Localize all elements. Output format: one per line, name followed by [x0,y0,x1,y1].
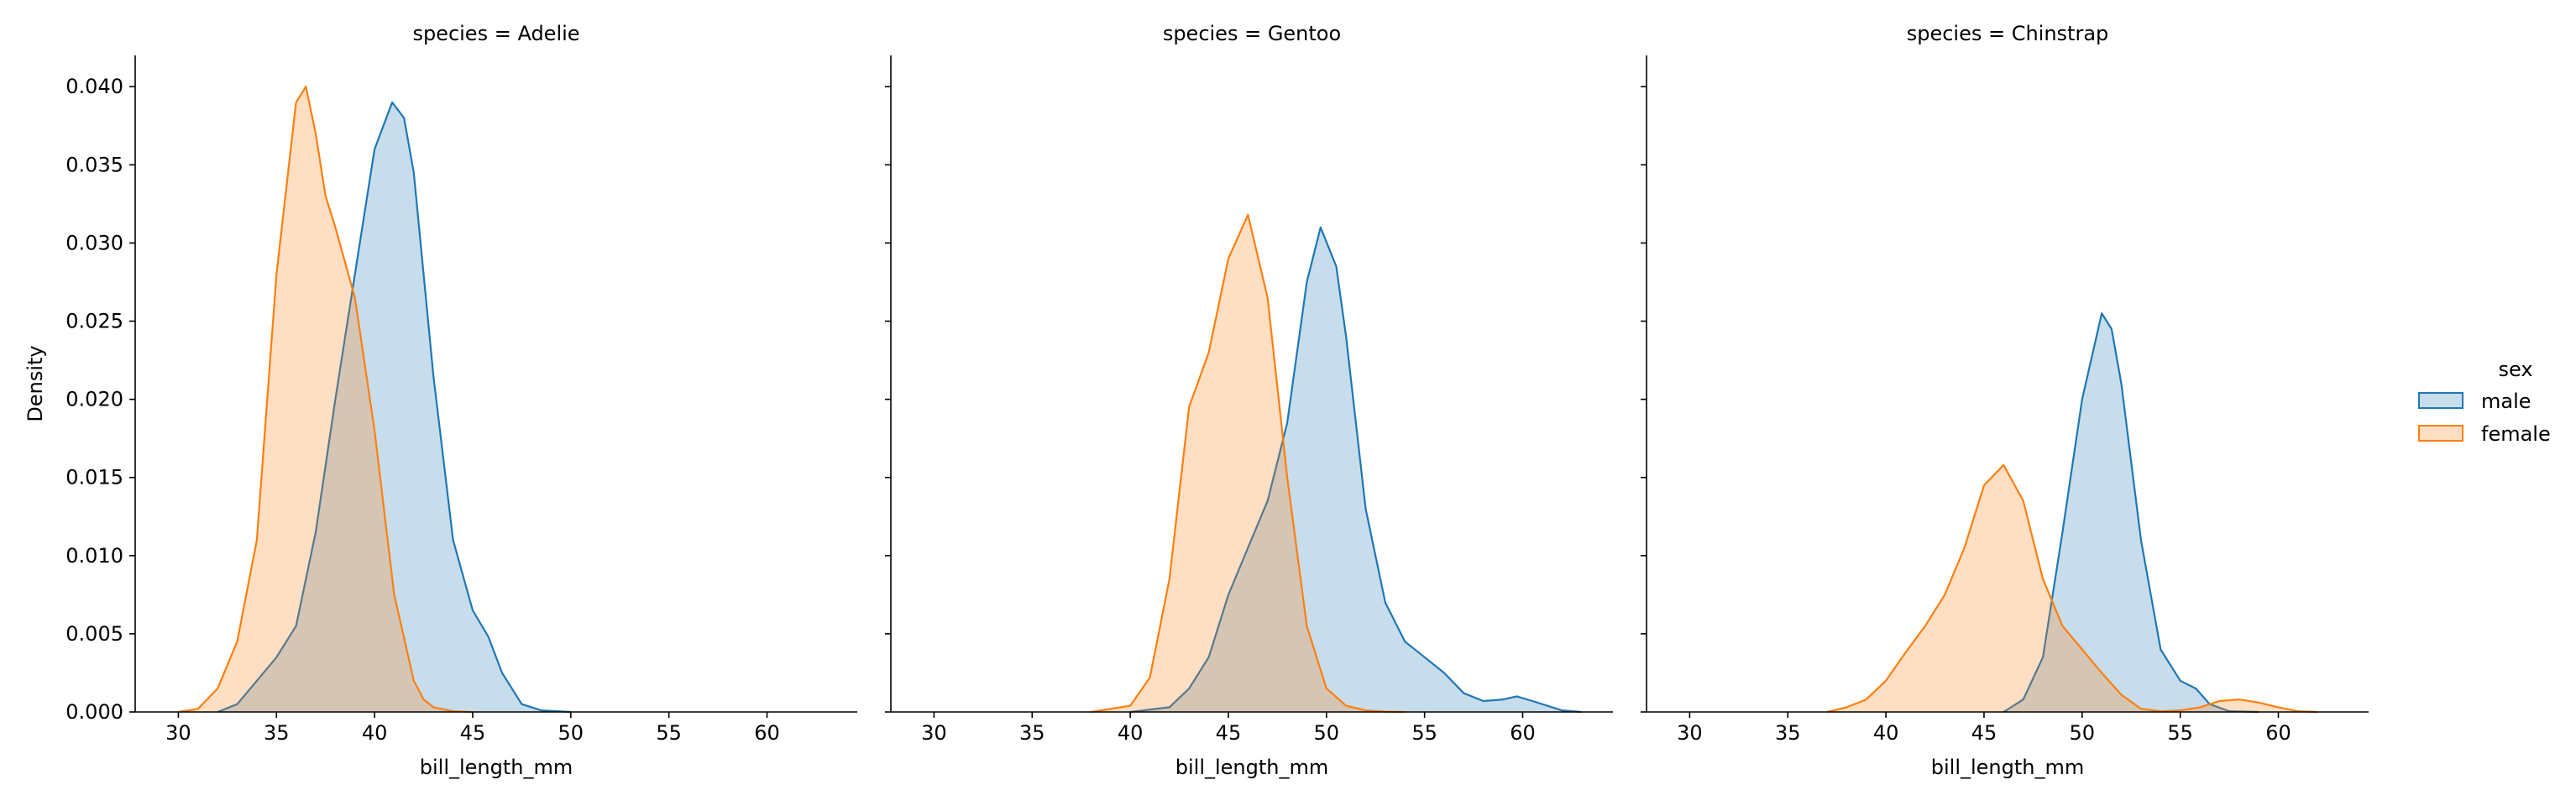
legend-entry-female: female [2418,422,2551,446]
facet-title-1: species = Gentoo [1163,22,1341,45]
facet-panels: species = Adelie 30 35 40 45 50 55 60 0.000 0.005… [24,22,2369,779]
legend-label-male: male [2481,390,2531,413]
x-tick-label-0-45: 45 [460,721,486,745]
y-tick-label-0.020: 0.020 [65,388,123,411]
x-tick-label-2-45: 45 [1971,721,1997,745]
legend: sex male female [2418,358,2551,446]
x-tick-label-1-45: 45 [1216,721,1242,745]
y-tick-label-0.035: 0.035 [65,153,123,176]
y-tick-label-0.005: 0.005 [65,622,123,646]
x-tick-label-0-55: 55 [656,721,682,745]
x-tick-label-1-40: 40 [1118,721,1144,745]
density-fill-male-1 [1130,227,1582,712]
x-axis-label-0: bill_length_mm [420,756,573,779]
density-fill-male-0 [217,102,571,712]
density-line-female-0 [178,86,474,714]
facet-panel-2: species = Chinstrap 30 35 40 45 50 55 60 bill_le… [1641,22,2369,779]
x-tick-label-0-35: 35 [264,721,290,745]
density-fill-female-0 [178,86,473,712]
density-fill-female-2 [1827,464,2318,712]
x-tick-label-2-35: 35 [1775,721,1801,745]
density-line-female-2 [1826,463,2318,714]
x-tick-label-1-55: 55 [1411,721,1437,745]
x-tick-label-1-30: 30 [921,721,947,745]
density-fill-male-2 [2003,313,2259,712]
y-axis-label: Density [24,345,47,421]
density-line-male-1 [1129,226,1582,714]
y-tick-label-0.010: 0.010 [65,544,123,568]
density-fill-female-1 [1091,214,1406,712]
x-axis-label-2: bill_length_mm [1931,756,2085,779]
facet-title-0: species = Adelie [412,22,579,45]
x-axis-label-1: bill_length_mm [1175,756,1329,779]
legend-entry-male: male [2418,390,2531,413]
x-tick-label-2-50: 50 [2070,721,2096,745]
y-tick-label-0.000: 0.000 [65,700,123,724]
x-tick-label-1-50: 50 [1314,721,1340,745]
facet-title-2: species = Chinstrap [1907,22,2109,45]
legend-title: sex [2498,358,2532,381]
legend-label-female: female [2481,422,2551,446]
x-tick-label-1-35: 35 [1019,721,1045,745]
x-tick-label-2-55: 55 [2167,721,2193,745]
y-tick-label-0.040: 0.040 [65,75,123,98]
legend-swatch-female [2418,425,2463,442]
facet-panel-1: species = Gentoo 30 35 40 45 50 55 60 bill_lengt… [885,22,1613,779]
x-tick-label-0-30: 30 [165,721,191,745]
legend-swatch-male [2418,392,2463,409]
x-tick-label-1-60: 60 [1510,721,1536,745]
x-tick-label-2-40: 40 [1873,721,1899,745]
density-line-male-0 [217,101,571,714]
y-tick-label-0.025: 0.025 [65,310,123,333]
facet-panel-0: species = Adelie 30 35 40 45 50 55 60 0.000 0.005… [65,22,857,779]
y-tick-label-0.015: 0.015 [65,466,123,489]
y-tick-label-0.030: 0.030 [65,231,123,254]
x-tick-label-0-60: 60 [754,721,780,745]
density-line-female-1 [1091,213,1406,714]
x-tick-label-2-60: 60 [2265,721,2291,745]
density-line-male-2 [2003,312,2259,714]
x-tick-label-0-40: 40 [362,721,388,745]
x-tick-label-2-30: 30 [1677,721,1703,745]
x-tick-label-0-50: 50 [558,721,584,745]
